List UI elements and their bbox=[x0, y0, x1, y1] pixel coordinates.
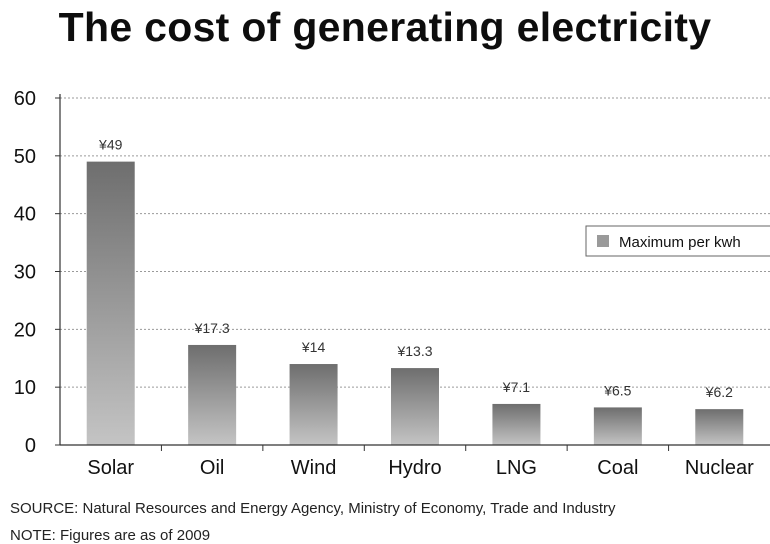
data-label: ¥13.3 bbox=[396, 343, 432, 359]
bar-solar bbox=[86, 161, 135, 445]
data-label: ¥14 bbox=[301, 339, 326, 355]
x-tick-label: Solar bbox=[87, 457, 134, 479]
y-tick-label: 20 bbox=[14, 319, 36, 341]
x-tick-label: LNG bbox=[496, 457, 537, 479]
date-note: NOTE: Figures are as of 2009 bbox=[10, 527, 211, 544]
x-tick-label: Wind bbox=[291, 457, 337, 479]
y-axis-ticks: 0 10 20 30 40 50 60 bbox=[14, 88, 60, 457]
bars bbox=[86, 161, 744, 445]
legend: Maximum per kwh bbox=[585, 225, 770, 257]
x-tick-label: Coal bbox=[597, 457, 638, 479]
x-tick-label: Oil bbox=[200, 457, 224, 479]
bar-hydro bbox=[391, 368, 439, 445]
y-tick-label: 40 bbox=[14, 204, 36, 226]
chart-title: The cost of generating electricity bbox=[58, 4, 712, 50]
y-tick-label: 60 bbox=[14, 88, 36, 110]
y-tick-label: 10 bbox=[14, 377, 36, 399]
y-tick-label: 0 bbox=[25, 435, 36, 457]
x-tick-label: Hydro bbox=[388, 457, 441, 479]
data-label: ¥17.3 bbox=[194, 320, 230, 336]
data-label: ¥7.1 bbox=[502, 379, 530, 395]
bar-lng bbox=[492, 403, 541, 445]
data-label: ¥6.5 bbox=[603, 382, 631, 398]
x-tick-label: Nuclear bbox=[685, 457, 754, 479]
legend-swatch bbox=[597, 235, 609, 247]
y-tick-label: 50 bbox=[14, 146, 36, 168]
data-label: ¥49 bbox=[98, 137, 123, 153]
legend-box bbox=[585, 225, 770, 257]
axes bbox=[59, 94, 770, 446]
y-tick-label: 30 bbox=[14, 262, 36, 284]
x-axis-ticks: Solar Oil Wind Hydro LNG Coal Nuclear bbox=[87, 445, 754, 479]
legend-label: Maximum per kwh bbox=[619, 234, 741, 251]
bar-nuclear bbox=[695, 409, 744, 445]
data-labels: ¥49 ¥17.3 ¥14 ¥13.3 ¥7.1 ¥6.5 ¥6.2 bbox=[98, 137, 733, 401]
bar-oil bbox=[188, 344, 237, 445]
bar-wind bbox=[289, 364, 338, 445]
bar-coal bbox=[593, 407, 642, 445]
source-note: SOURCE: Natural Resources and Energy Age… bbox=[10, 500, 616, 517]
data-label: ¥6.2 bbox=[705, 384, 733, 400]
